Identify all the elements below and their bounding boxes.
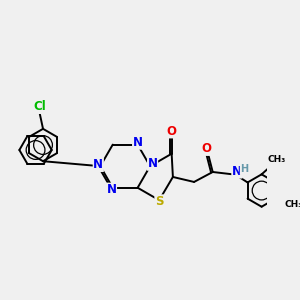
Text: N: N — [148, 157, 158, 170]
Text: N: N — [93, 158, 103, 171]
Text: N: N — [133, 136, 142, 149]
Text: Cl: Cl — [33, 100, 46, 113]
Text: CH₃: CH₃ — [284, 200, 300, 208]
Text: O: O — [202, 142, 212, 155]
Text: S: S — [155, 195, 164, 208]
Text: N: N — [106, 183, 116, 196]
Text: H: H — [240, 164, 248, 175]
Text: O: O — [167, 125, 177, 138]
Text: CH₃: CH₃ — [267, 155, 286, 164]
Text: N: N — [232, 165, 242, 178]
